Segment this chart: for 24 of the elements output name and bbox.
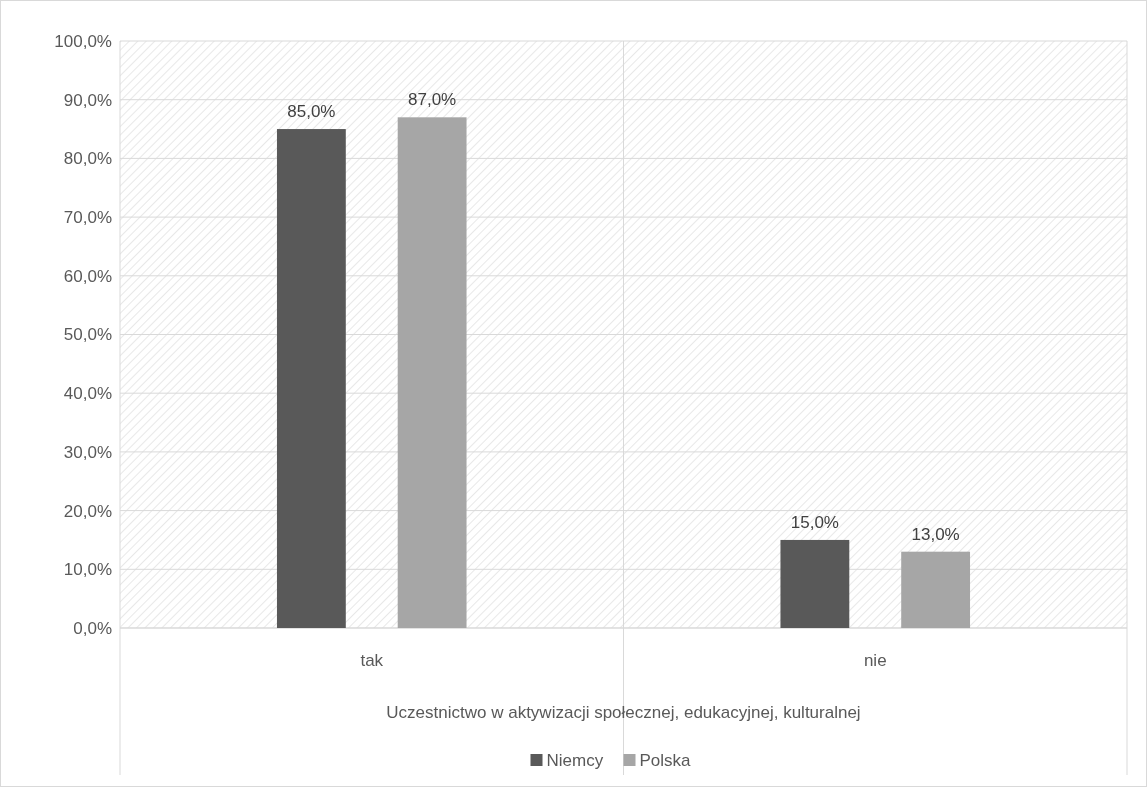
y-tick-label: 10,0% (63, 560, 112, 580)
x-tick-label: tak (360, 651, 384, 670)
data-label: 15,0% (790, 512, 839, 532)
y-tick-label: 70,0% (63, 208, 112, 228)
y-tick-label: 90,0% (63, 90, 112, 110)
y-tick-label: 80,0% (63, 149, 112, 169)
y-tick-label: 50,0% (63, 325, 112, 345)
y-tick-label: 40,0% (63, 384, 112, 404)
bar (397, 117, 467, 628)
legend-label: Niemcy (546, 750, 604, 770)
y-tick-label: 60,0% (63, 266, 112, 286)
y-tick-label: 100,0% (54, 31, 112, 51)
data-label: 87,0% (408, 90, 457, 110)
bar (780, 539, 850, 628)
bar (901, 551, 971, 628)
x-tick-label: nie (863, 651, 887, 670)
y-tick-label: 0,0% (73, 618, 112, 638)
legend-label: Polska (639, 750, 692, 770)
x-axis-title: Uczestnictwo w aktywizacji społecznej, edukacyjnej, kulturalnej (386, 703, 861, 722)
data-label: 85,0% (287, 102, 336, 122)
y-tick-label: 20,0% (63, 501, 112, 521)
y-tick-label: 30,0% (63, 442, 112, 462)
data-label: 13,0% (911, 524, 960, 544)
bar (276, 129, 346, 628)
